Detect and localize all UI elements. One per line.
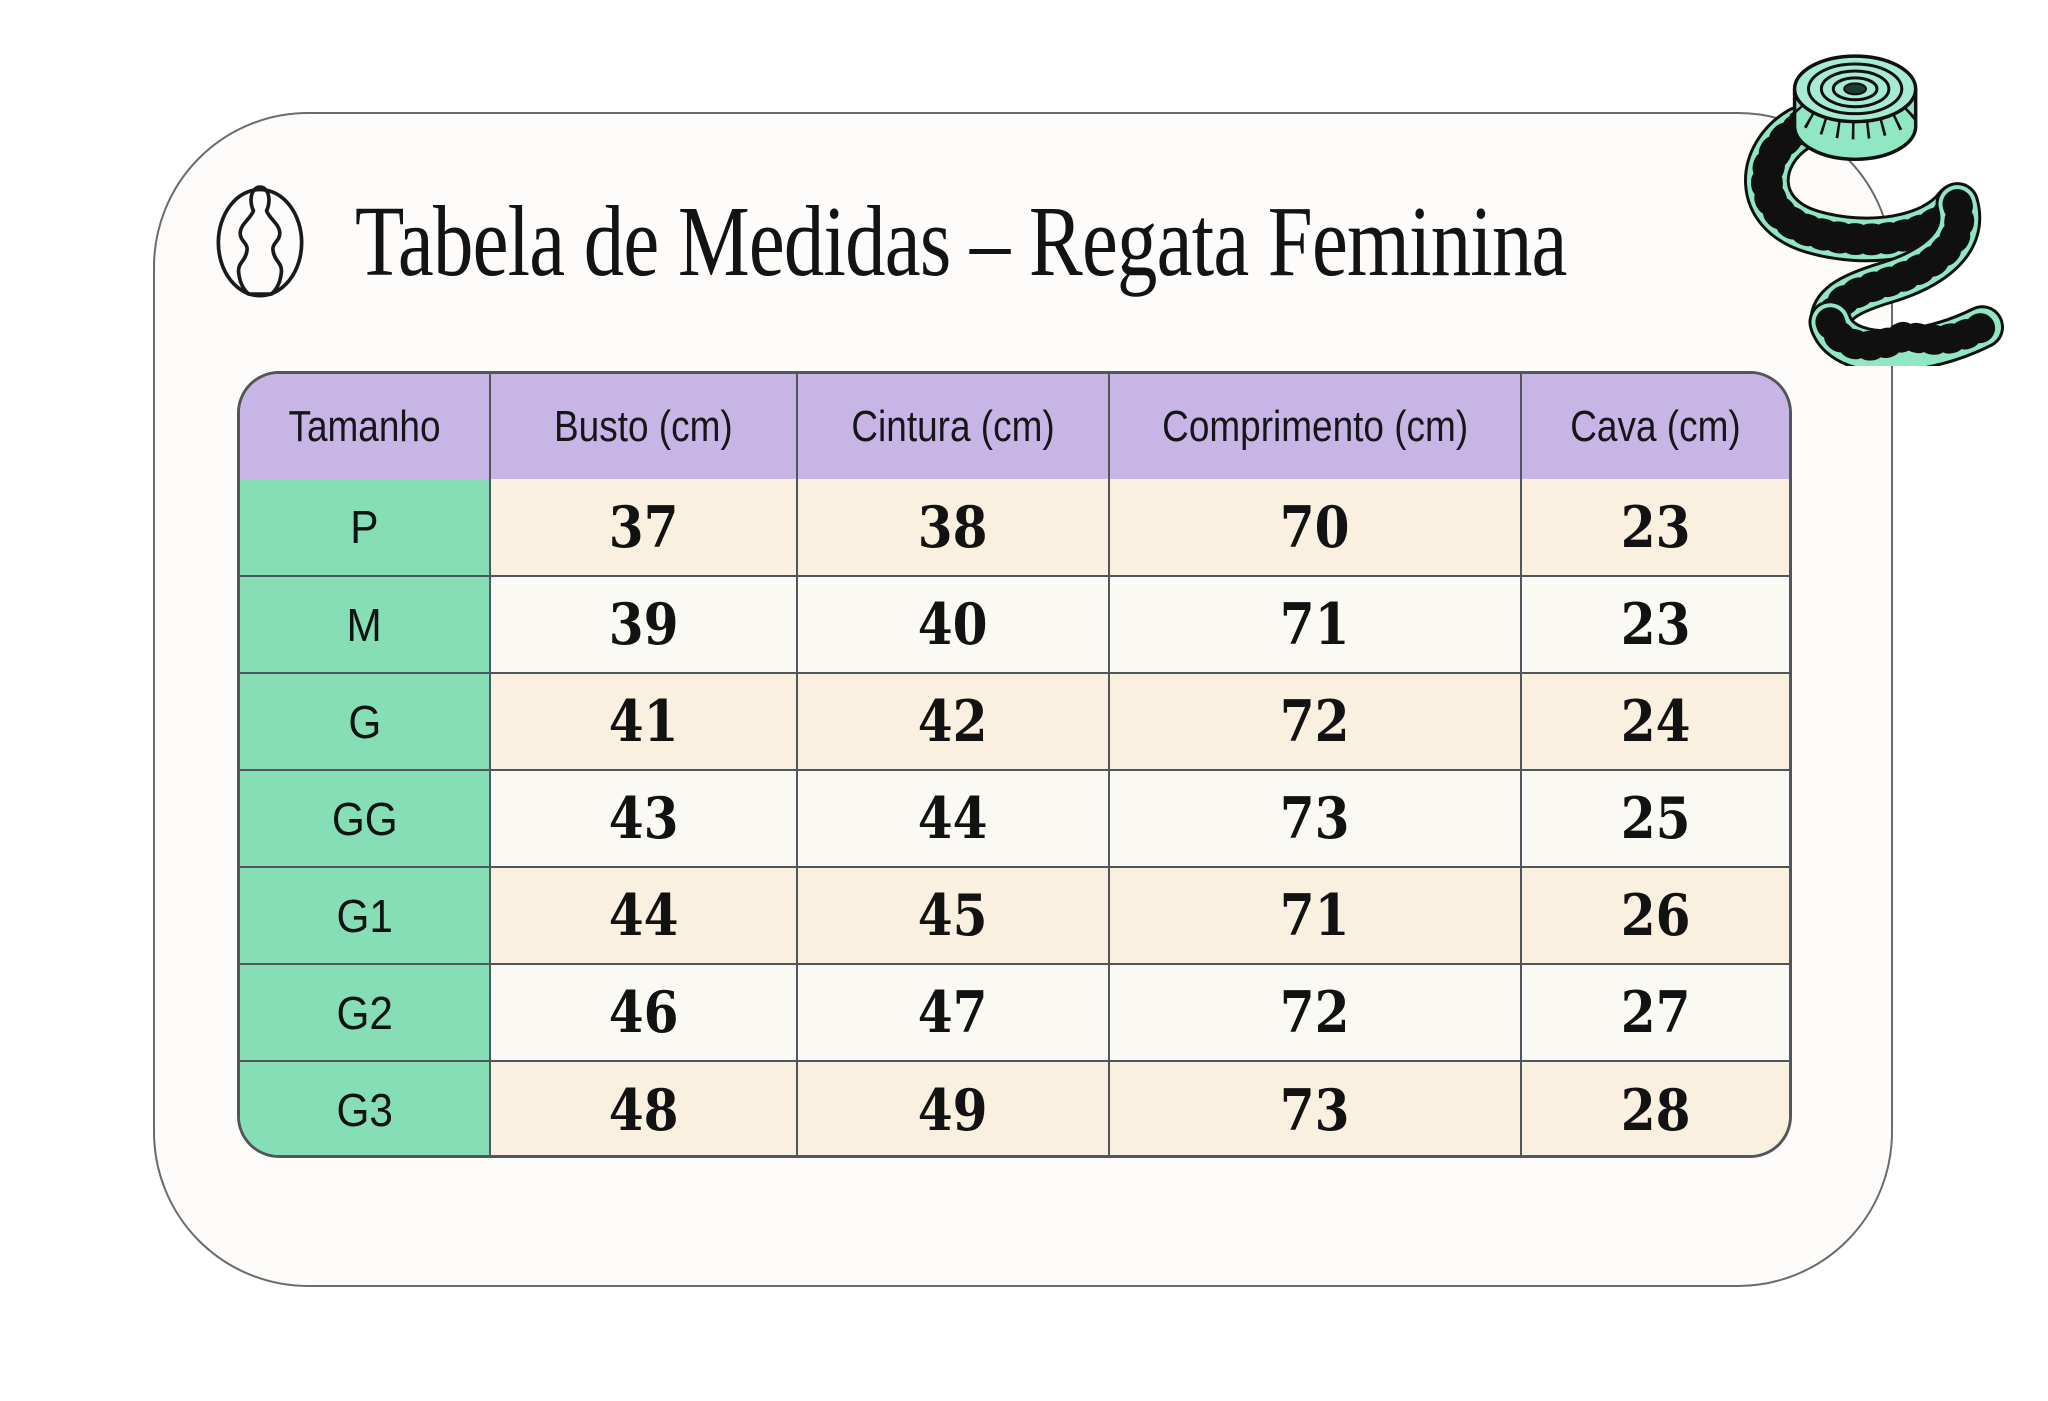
cell-cava: 28 xyxy=(1521,1061,1789,1155)
table-row-p: P 37 38 70 23 xyxy=(240,479,1789,577)
cell-busto: 41 xyxy=(490,673,798,771)
size-label: GG xyxy=(240,770,491,868)
cell-busto: 44 xyxy=(490,867,798,965)
cell-cintura: 45 xyxy=(797,867,1110,965)
page-title: Tabela de Medidas – Regata Feminina xyxy=(355,184,1567,297)
table-row-g: G 41 42 72 24 xyxy=(240,673,1789,771)
cell-busto: 43 xyxy=(490,770,798,868)
header-row: Tamanho Busto (cm) Cintura (cm) Comprime… xyxy=(240,374,1789,479)
size-chart-card: Tabela de Medidas – Regata Feminina Tama… xyxy=(153,112,1893,1287)
table-header: Tamanho Busto (cm) Cintura (cm) Comprime… xyxy=(240,374,1789,479)
table-body: P 37 38 70 23 M 39 40 71 23 G xyxy=(240,479,1789,1155)
cell-busto: 37 xyxy=(490,479,798,577)
cell-busto: 46 xyxy=(490,964,798,1062)
col-header-tamanho: Tamanho xyxy=(240,374,491,479)
col-header-cintura: Cintura (cm) xyxy=(797,374,1110,479)
title-row: Tabela de Medidas – Regata Feminina xyxy=(211,172,1870,310)
size-label: G2 xyxy=(240,964,491,1062)
table-row-g1: G1 44 45 71 26 xyxy=(240,867,1789,965)
col-header-busto: Busto (cm) xyxy=(490,374,798,479)
cell-cintura: 49 xyxy=(797,1061,1110,1155)
cell-cintura: 47 xyxy=(797,964,1110,1062)
measuring-tape-icon xyxy=(1744,54,2005,366)
size-label: G xyxy=(240,673,491,771)
cell-comprimento: 70 xyxy=(1109,479,1522,577)
size-label: G3 xyxy=(240,1061,491,1155)
size-label: M xyxy=(240,576,491,674)
size-label: P xyxy=(240,479,491,577)
female-mannequin-icon xyxy=(216,185,304,298)
cell-busto: 39 xyxy=(490,576,798,674)
cell-comprimento: 71 xyxy=(1109,576,1522,674)
table-row-g2: G2 46 47 72 27 xyxy=(240,964,1789,1062)
cell-comprimento: 71 xyxy=(1109,867,1522,965)
cell-cintura: 38 xyxy=(797,479,1110,577)
col-header-cava: Cava (cm) xyxy=(1521,374,1789,479)
cell-cava: 24 xyxy=(1521,673,1789,771)
cell-cava: 23 xyxy=(1521,479,1789,577)
cell-cintura: 44 xyxy=(797,770,1110,868)
cell-comprimento: 72 xyxy=(1109,964,1522,1062)
table-row-gg: GG 43 44 73 25 xyxy=(240,770,1789,868)
size-label: G1 xyxy=(240,867,491,965)
cell-comprimento: 73 xyxy=(1109,1061,1522,1155)
cell-busto: 48 xyxy=(490,1061,798,1155)
col-header-comprimento: Comprimento (cm) xyxy=(1109,374,1522,479)
size-table: Tamanho Busto (cm) Cintura (cm) Comprime… xyxy=(240,374,1789,1155)
table-row-m: M 39 40 71 23 xyxy=(240,576,1789,674)
cell-cava: 23 xyxy=(1521,576,1789,674)
cell-cintura: 40 xyxy=(797,576,1110,674)
cell-cintura: 42 xyxy=(797,673,1110,771)
cell-comprimento: 73 xyxy=(1109,770,1522,868)
cell-cava: 27 xyxy=(1521,964,1789,1062)
cell-cava: 26 xyxy=(1521,867,1789,965)
size-table-wrap: Tamanho Busto (cm) Cintura (cm) Comprime… xyxy=(237,371,1792,1158)
cell-cava: 25 xyxy=(1521,770,1789,868)
cell-comprimento: 72 xyxy=(1109,673,1522,771)
table-row-g3: G3 48 49 73 28 xyxy=(240,1061,1789,1155)
